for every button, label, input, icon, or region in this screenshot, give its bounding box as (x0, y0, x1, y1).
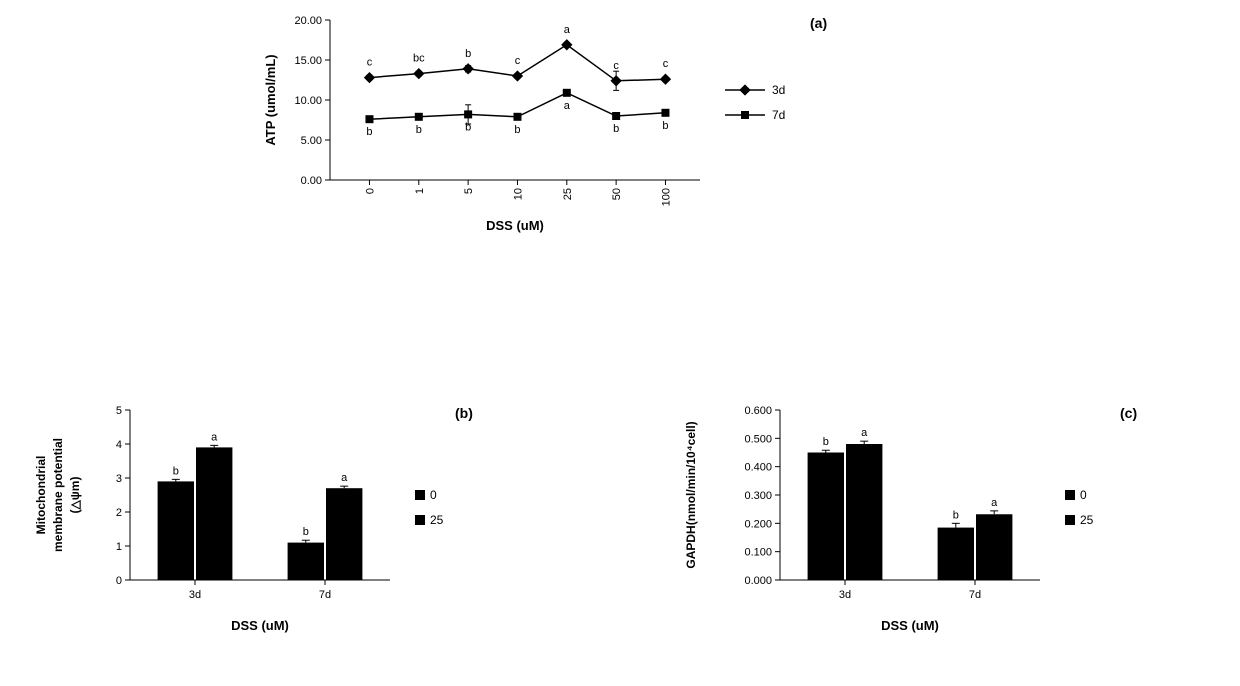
svg-text:c: c (367, 57, 373, 69)
chart-b-bars: b a b a (158, 431, 363, 580)
svg-text:b: b (465, 121, 471, 133)
legend-7d: 7d (772, 108, 785, 122)
svg-text:25: 25 (562, 188, 574, 200)
svg-text:1: 1 (116, 541, 122, 553)
chart-c-yticks: 0.000 0.100 0.200 0.300 0.400 0.500 0.600 (744, 405, 780, 587)
svg-text:0: 0 (364, 188, 376, 194)
svg-text:50: 50 (611, 188, 623, 200)
svg-text:a: a (861, 427, 868, 439)
chart-b-svg: 0 1 2 3 4 5 b a b a 3d 7d Mitochondrial membrane … (10, 390, 570, 670)
svg-text:b: b (303, 526, 309, 538)
chart-b-ylabel-3: (△ψm) (68, 477, 82, 514)
panel-b-label: (b) (455, 405, 473, 421)
chart-c-ylabel: GAPDH(nmol/min/10⁴cell) (684, 421, 698, 568)
svg-text:b: b (465, 48, 471, 60)
figure-page: 0.005.0010.0015.0020.00 015102550100 cbc… (0, 0, 1240, 686)
svg-text:a: a (341, 472, 348, 484)
legend-c-0: 0 (1080, 488, 1087, 502)
svg-text:b: b (366, 126, 372, 138)
svg-text:0: 0 (116, 575, 122, 587)
svg-text:3d: 3d (839, 589, 851, 601)
chart-a-xticks: 0 1 5 10 25 50 100 (364, 180, 672, 206)
legend-3d: 3d (772, 83, 785, 97)
svg-text:15.00: 15.00 (294, 55, 322, 67)
chart-b-xticks: 3d 7d (189, 580, 331, 601)
chart-b-legend: 0 25 (415, 488, 444, 527)
svg-text:b: b (514, 124, 520, 136)
panel-c-label: (c) (1120, 405, 1137, 421)
svg-text:b: b (613, 123, 619, 135)
chart-a-series: cbcbcaccbbbbabb (364, 24, 671, 138)
svg-text:0.300: 0.300 (744, 490, 772, 502)
svg-text:3d: 3d (189, 589, 201, 601)
chart-a-yticks: 0.00 5.00 10.00 15.00 20.00 (294, 15, 330, 187)
svg-text:100: 100 (660, 188, 672, 206)
svg-text:7d: 7d (319, 589, 331, 601)
svg-text:a: a (564, 100, 571, 112)
svg-text:0.400: 0.400 (744, 462, 772, 474)
svg-text:2: 2 (116, 507, 122, 519)
chart-a-xlabel: DSS (uM) (486, 218, 544, 233)
chart-a-legend: 3d 7d (725, 83, 785, 122)
svg-text:4: 4 (116, 439, 122, 451)
svg-text:0.200: 0.200 (744, 518, 772, 530)
panel-a: 0.005.0010.0015.0020.00 015102550100 cbc… (240, 0, 880, 260)
svg-text:1: 1 (414, 188, 426, 194)
svg-text:0.000: 0.000 (744, 575, 772, 587)
svg-text:10: 10 (512, 188, 524, 200)
svg-text:b: b (416, 124, 422, 136)
chart-c-xticks: 3d 7d (839, 580, 981, 601)
svg-text:7d: 7d (969, 589, 981, 601)
svg-text:a: a (564, 24, 571, 36)
chart-a-svg: 0.005.0010.0015.0020.00 015102550100 cbc… (240, 0, 880, 260)
legend-c-25: 25 (1080, 513, 1094, 527)
svg-text:5: 5 (463, 188, 475, 194)
panel-b: 0 1 2 3 4 5 b a b a 3d 7d Mitochondrial membrane … (10, 390, 570, 670)
svg-text:b: b (173, 465, 179, 477)
panel-c: 0.000 0.100 0.200 0.300 0.400 0.500 0.600 b a b a… (640, 390, 1230, 670)
svg-text:bc: bc (413, 53, 425, 65)
svg-text:0.100: 0.100 (744, 547, 772, 559)
svg-text:5: 5 (116, 405, 122, 417)
chart-b-xlabel: DSS (uM) (231, 618, 289, 633)
svg-text:5.00: 5.00 (301, 135, 322, 147)
svg-text:b: b (662, 120, 668, 132)
svg-text:3: 3 (116, 473, 122, 485)
svg-text:20.00: 20.00 (294, 15, 322, 27)
chart-c-bars: b a b a (808, 427, 1013, 580)
svg-text:a: a (211, 431, 218, 443)
chart-c-legend: 0 25 (1065, 488, 1094, 527)
svg-text:10.00: 10.00 (294, 95, 322, 107)
svg-text:0.600: 0.600 (744, 405, 772, 417)
svg-text:a: a (991, 497, 998, 509)
svg-text:c: c (515, 55, 521, 67)
chart-b-yticks: 0 1 2 3 4 5 (116, 405, 130, 587)
chart-c-xlabel: DSS (uM) (881, 618, 939, 633)
svg-text:c: c (663, 58, 669, 70)
chart-a-axes: 0.00 5.00 10.00 15.00 20.00 0 1 5 10 25 50 100 (294, 15, 700, 206)
chart-b-ylabel-2: membrane potential (51, 438, 65, 552)
panel-a-label: (a) (810, 15, 827, 31)
chart-a-ylabel: ATP (umol/mL) (263, 54, 278, 145)
svg-text:b: b (823, 436, 829, 448)
legend-b-25: 25 (430, 513, 444, 527)
legend-b-0: 0 (430, 488, 437, 502)
chart-b-ylabel-1: Mitochondrial (34, 456, 48, 535)
svg-text:0.00: 0.00 (301, 175, 322, 187)
svg-text:c: c (613, 60, 619, 72)
svg-text:b: b (953, 509, 959, 521)
svg-text:0.500: 0.500 (744, 433, 772, 445)
chart-c-svg: 0.000 0.100 0.200 0.300 0.400 0.500 0.600 b a b a… (640, 390, 1230, 670)
